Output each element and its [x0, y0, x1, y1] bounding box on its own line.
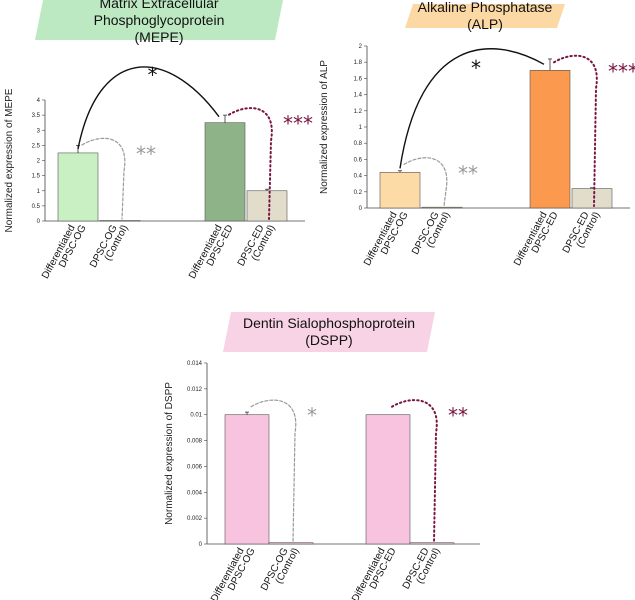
mepe-bar	[204, 122, 246, 222]
alp-y-tick-label: 1.4	[354, 93, 363, 99]
alp-title-line-1: Alkaline Phosphatase (ALP)	[417, 0, 553, 32]
mepe-significance-arc-dashed	[81, 137, 126, 220]
dspp-bar	[268, 542, 314, 545]
mepe-bar	[99, 220, 141, 222]
mepe-title-line-2: (MEPE)	[134, 28, 184, 45]
mepe-panel: Matrix Extracellular Phosphoglycoprotein…	[0, 0, 313, 300]
alp-y-tick-label: 0.6	[354, 157, 363, 163]
alp-significance-label: ***	[608, 59, 635, 83]
alp-y-tick-label: 0.4	[354, 174, 363, 180]
mepe-chart: 0 0.5 1 1.5 2 2.5 3 3.5 4 Normalized expression o…	[4, 63, 313, 281]
mepe-y-axis-label: Normalized expression of MEPE	[4, 88, 15, 232]
dspp-chart: 0 0.002 0.004 0.006 0.008 0.01 0.012 0.014 Norma…	[164, 361, 480, 600]
dspp-title-line-1: Dentin Sialophosphoprotein	[242, 315, 415, 331]
alp-panel: Alkaline Phosphatase (ALP) 0 0.2 0.4 0.6 0.8…	[310, 0, 635, 300]
dspp-y-axis-label: Normalized expression of DSPP	[164, 382, 175, 525]
mepe-significance-label: ***	[283, 112, 313, 136]
mepe-y-tick-label: 1.5	[32, 174, 41, 180]
alp-significance-arc-dashed	[403, 157, 448, 207]
alp-significance-arc-dotted	[553, 54, 598, 207]
dspp-panel: Dentin Sialophosphoprotein (DSPP) 0 0.002…	[155, 300, 485, 600]
dspp-y-tick-label: 0.004	[187, 490, 203, 496]
mepe-y-tick-label: 3	[37, 128, 41, 134]
alp-chart: 0 0.2 0.4 0.6 0.8 1 1.2 1.4 1.6 1.8 2 Normalized ex…	[319, 44, 635, 268]
dspp-bar	[365, 414, 411, 545]
mepe-significance-label: *	[148, 63, 158, 87]
dspp-y-tick-label: 0	[199, 542, 203, 548]
alp-bar	[529, 70, 571, 209]
alp-bar	[379, 172, 421, 209]
mepe-bar	[246, 190, 288, 222]
alp-y-axis-label: Normalized expression of ALP	[319, 60, 330, 194]
mepe-bar	[57, 152, 99, 222]
mepe-significance-arc-dotted	[228, 107, 273, 220]
alp-significance-label: *	[471, 56, 481, 80]
dspp-y-tick-label: 0.01	[190, 413, 202, 419]
alp-significance-label: **	[458, 161, 478, 185]
dspp-significance-label: **	[448, 404, 468, 428]
mepe-y-tick-label: 2.5	[32, 143, 41, 149]
mepe-y-tick-label: 0.5	[32, 204, 41, 210]
alp-bar	[571, 188, 613, 209]
alp-y-tick-label: 0.8	[354, 141, 363, 147]
dspp-y-tick-label: 0.014	[187, 361, 203, 367]
alp-y-tick-label: 1	[359, 125, 363, 131]
dspp-title-banner: Dentin Sialophosphoprotein (DSPP)	[223, 312, 435, 352]
dspp-y-tick-label: 0.002	[187, 516, 203, 522]
dspp-y-tick-label: 0.006	[187, 464, 203, 470]
mepe-title-banner: Matrix Extracellular Phosphoglycoprotein…	[35, 0, 283, 45]
mepe-y-tick-label: 2	[37, 159, 41, 165]
alp-y-tick-label: 2	[359, 44, 363, 50]
dspp-significance-arc-dashed	[250, 399, 297, 543]
mepe-y-tick-label: 0	[37, 219, 41, 225]
mepe-title-line-1: Matrix Extracellular Phosphoglycoprotein	[93, 0, 225, 28]
dspp-significance-label: *	[307, 404, 317, 428]
dspp-significance-arc-dotted	[391, 399, 438, 543]
alp-title-banner: Alkaline Phosphatase (ALP)	[405, 0, 565, 32]
dspp-bar	[409, 542, 455, 545]
mepe-title-shape	[35, 0, 283, 40]
alp-significance-arc-solid	[399, 48, 545, 169]
mepe-y-tick-label: 1	[37, 189, 41, 195]
alp-y-tick-label: 0	[359, 206, 363, 212]
dspp-title-line-2: (DSPP)	[305, 332, 353, 348]
mepe-y-tick-label: 3.5	[32, 113, 41, 119]
alp-y-tick-label: 0.2	[354, 190, 363, 196]
alp-y-tick-label: 1.2	[354, 109, 363, 115]
dspp-y-tick-label: 0.012	[187, 387, 203, 393]
mepe-y-tick-label: 4	[37, 98, 41, 104]
alp-bar	[421, 206, 463, 209]
alp-y-tick-label: 1.8	[354, 60, 363, 66]
dspp-y-tick-label: 0.008	[187, 439, 203, 445]
dspp-title-shape	[223, 312, 435, 352]
alp-title-shape	[405, 4, 565, 28]
mepe-significance-label: **	[136, 142, 156, 166]
mepe-significance-arc-solid	[77, 66, 220, 150]
dspp-bar	[224, 414, 270, 545]
alp-y-tick-label: 1.6	[354, 76, 363, 82]
